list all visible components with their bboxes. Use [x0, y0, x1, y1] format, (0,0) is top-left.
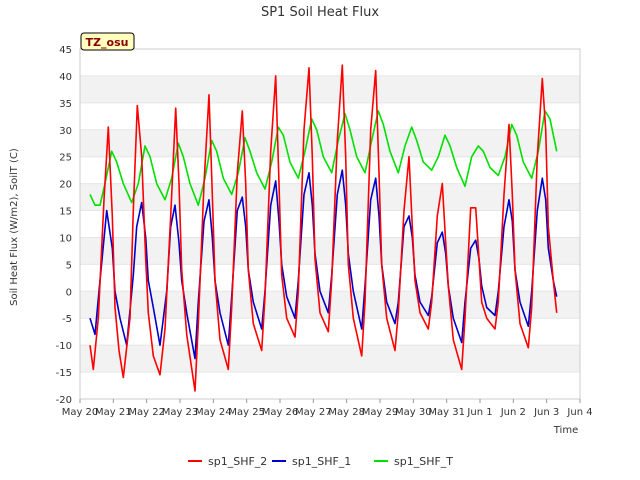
y-tick-label: 30: [59, 126, 72, 137]
y-tick-label: 40: [59, 72, 72, 83]
x-tick-label: May 25: [228, 407, 265, 418]
grid-band: [80, 237, 580, 265]
y-tick-label: 15: [59, 207, 72, 218]
x-tick-label: Jun 2: [500, 407, 526, 418]
timezone-badge-label: TZ_osu: [86, 36, 129, 49]
grid-band: [80, 318, 580, 346]
y-tick-label: 25: [59, 153, 72, 164]
x-tick-label: May 21: [95, 407, 132, 418]
y-tick-label: -15: [56, 368, 72, 379]
grid-band: [80, 372, 580, 399]
x-tick-label: May 26: [262, 407, 299, 418]
series-line-sp1_SHF_2: [89, 64, 558, 392]
y-tick-label: 45: [59, 45, 72, 56]
timezone-badge-box: [80, 32, 135, 51]
x-axis-label: Time: [553, 425, 578, 436]
y-tick-label: -20: [56, 395, 72, 406]
timezone-badge: TZ_osu: [80, 32, 135, 51]
legend-label-sp1_SHF_T: sp1_SHF_T: [394, 455, 453, 468]
x-tick-label: May 20: [62, 407, 99, 418]
grid-band: [80, 75, 580, 103]
x-tick-label: May 31: [428, 407, 465, 418]
y-tick-label: 0: [66, 287, 72, 298]
y-tick-label: 35: [59, 99, 72, 110]
grid-band: [80, 102, 580, 130]
series-line-sp1_SHF_T: [89, 110, 558, 206]
chart-title: SP1 Soil Heat Flux: [261, 5, 379, 20]
x-tick-label: May 29: [362, 407, 399, 418]
y-tick-label: 20: [59, 180, 72, 191]
legend-label-sp1_SHF_2: sp1_SHF_2: [208, 455, 267, 468]
x-tick-label: May 22: [128, 407, 165, 418]
y-axis-ticks: -20 -15 -10 -5 0 5 10 15 20 25 30 35 40 45: [56, 45, 72, 406]
grid-band: [80, 210, 580, 238]
x-tick-label: Jun 3: [533, 407, 559, 418]
y-tick-label: -10: [56, 341, 72, 352]
x-tick-label: Jun 1: [466, 407, 492, 418]
x-tick-label: Jun 4: [566, 407, 592, 418]
x-tick-label: May 24: [195, 407, 232, 418]
x-tick-label: May 28: [328, 407, 365, 418]
legend-label-sp1_SHF_1: sp1_SHF_1: [292, 455, 351, 468]
y-tick-label: -5: [62, 314, 72, 325]
x-tick-label: May 27: [295, 407, 332, 418]
y-tick-label: 5: [66, 260, 72, 271]
y-tick-label: 10: [59, 233, 72, 244]
plot-area: [79, 48, 581, 400]
data-series: [89, 64, 558, 392]
y-axis-label: Soil Heat Flux (W/m2), SoilT (C): [9, 148, 20, 306]
x-tick-label: May 23: [162, 407, 199, 418]
grid-band: [80, 129, 580, 157]
grid-band: [80, 49, 580, 76]
x-tick-label: May 30: [395, 407, 432, 418]
legend: sp1_SHF_2 sp1_SHF_1 sp1_SHF_T: [188, 455, 453, 468]
